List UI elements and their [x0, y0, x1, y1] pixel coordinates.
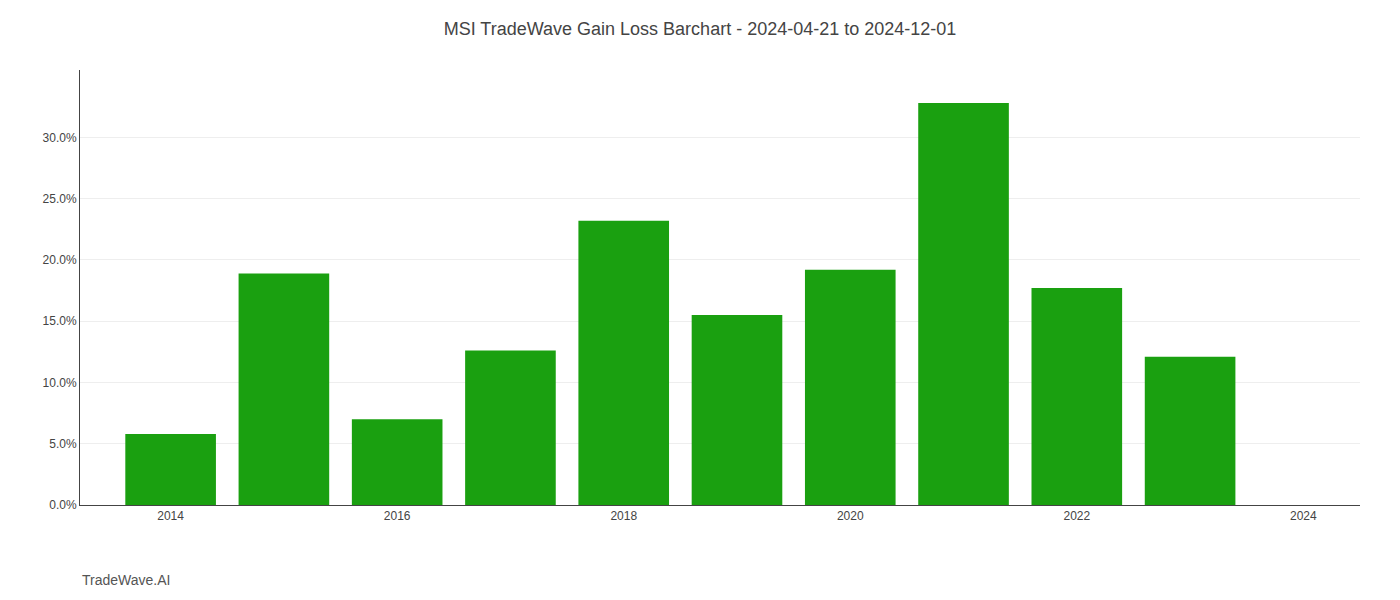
- svg-text:TradeWave.AI: TradeWave.AI: [82, 572, 170, 588]
- svg-text:2014: 2014: [157, 509, 184, 523]
- svg-text:5.0%: 5.0%: [49, 437, 77, 451]
- svg-text:30.0%: 30.0%: [43, 131, 77, 145]
- svg-text:20.0%: 20.0%: [43, 253, 77, 267]
- svg-text:15.0%: 15.0%: [43, 314, 77, 328]
- svg-text:MSI TradeWave Gain Loss Barcha: MSI TradeWave Gain Loss Barchart - 2024-…: [444, 19, 957, 39]
- svg-text:10.0%: 10.0%: [43, 376, 77, 390]
- svg-text:25.0%: 25.0%: [43, 192, 77, 206]
- svg-text:2024: 2024: [1290, 509, 1317, 523]
- svg-text:2018: 2018: [610, 509, 637, 523]
- svg-text:2022: 2022: [1063, 509, 1090, 523]
- svg-text:2020: 2020: [837, 509, 864, 523]
- svg-text:2016: 2016: [384, 509, 411, 523]
- svg-text:0.0%: 0.0%: [49, 498, 77, 512]
